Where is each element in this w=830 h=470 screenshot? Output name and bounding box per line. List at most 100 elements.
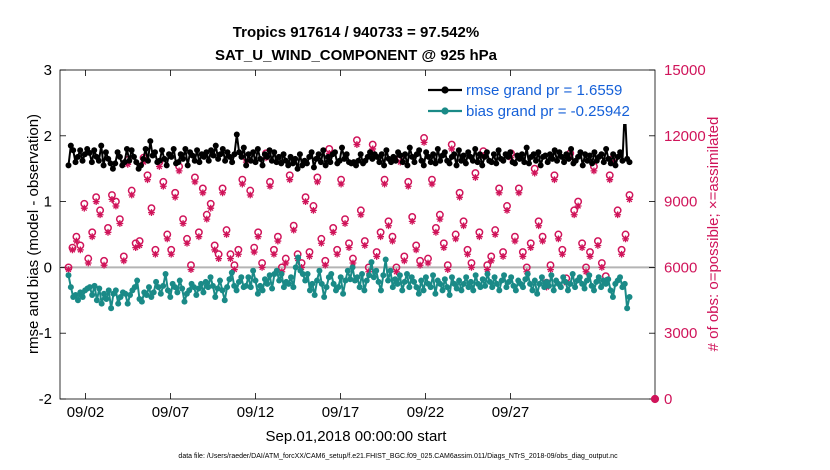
rmse-point (266, 147, 273, 154)
rmse-point (243, 162, 250, 169)
rmse-point (411, 159, 418, 166)
y-tick-label-right: 9000 (664, 194, 697, 211)
obs-assimilated-point (148, 209, 155, 216)
rmse-point (399, 159, 406, 166)
rmse-point (525, 160, 532, 167)
rmse-point (219, 145, 226, 152)
rmse-point (313, 155, 320, 162)
bias-point (344, 267, 351, 274)
rmse-point (280, 151, 287, 158)
obs-assimilated-point (171, 193, 179, 201)
bias-point (74, 297, 81, 304)
rmse-point (161, 155, 168, 162)
rmse-point (561, 159, 568, 166)
obs-assimilated-point (88, 233, 96, 241)
rmse-point (460, 152, 467, 159)
bias-point (67, 284, 74, 291)
obs-assimilated-point (618, 250, 625, 258)
rmse-point (441, 149, 448, 156)
rmse-point (605, 155, 612, 162)
bias-point (226, 276, 233, 283)
obs-assimilated-point (302, 198, 309, 205)
bias-point (548, 272, 555, 279)
bias-point (337, 274, 344, 281)
bias-point (501, 272, 508, 279)
bias-point (432, 290, 439, 297)
bias-point (375, 278, 382, 285)
bias-point (65, 272, 72, 279)
rmse-point (521, 159, 528, 166)
bias-point (131, 284, 138, 291)
bias-point (605, 276, 612, 283)
y-tick-label-left: 3 (44, 62, 52, 79)
bias-point (259, 287, 266, 294)
obs-assimilated-point (234, 250, 242, 258)
rmse-point (507, 149, 514, 156)
y-axis-label-left: rmse and bias (model - observation) (25, 114, 42, 354)
x-tick-label: 09/22 (407, 404, 445, 421)
rmse-point (159, 147, 165, 154)
rmse-point (374, 153, 381, 160)
bias-point (335, 284, 342, 291)
obs-assimilated-point (539, 237, 546, 245)
y-tick-label-right: 6000 (664, 259, 697, 276)
bias-point (172, 284, 179, 291)
bias-point (295, 254, 302, 261)
y-tick-label-right: 3000 (664, 325, 697, 342)
obs-assimilated-point (219, 189, 226, 197)
bias-point (205, 284, 212, 291)
rmse-point (289, 160, 296, 167)
bias-point (155, 284, 162, 291)
rmse-point (121, 159, 128, 166)
bias-point (347, 276, 354, 283)
obs-assimilated-point (389, 237, 396, 245)
rmse-point (500, 157, 507, 164)
obs-assimilated-point (258, 264, 266, 271)
obs-assimilated-point (333, 250, 341, 258)
rmse-point (268, 157, 275, 164)
bias-point (77, 289, 84, 296)
bias-point (91, 282, 98, 289)
bias-point (314, 277, 321, 284)
rmse-point (551, 147, 558, 154)
obs-assimilated-point (444, 266, 452, 273)
obs-assimilated-point (286, 176, 294, 184)
obs-assimilated-point (436, 215, 444, 223)
obs-assimilated-point (626, 196, 633, 203)
obs-assimilated-point (594, 242, 602, 249)
bias-point (572, 284, 579, 291)
bias-point (243, 282, 250, 289)
bias-point (389, 284, 396, 291)
rmse-point (533, 157, 539, 164)
rmse-point (275, 153, 282, 160)
rmse-point (282, 157, 289, 164)
rmse-point (481, 153, 488, 160)
bias-point (529, 287, 536, 294)
obs-assimilated-point (349, 259, 357, 267)
bias-point (122, 290, 129, 297)
bias-point (531, 277, 538, 284)
rmse-point (338, 144, 345, 151)
rmse-point (105, 155, 112, 162)
bias-point (546, 282, 553, 289)
bias-point (460, 280, 467, 287)
rmse-point (490, 151, 497, 158)
rmse-point (315, 151, 322, 158)
obs-assimilated-point (614, 211, 622, 219)
rmse-point (416, 147, 423, 154)
rmse-point (591, 149, 598, 156)
rmse-point (577, 149, 584, 156)
bias-point (160, 282, 167, 289)
rmse-point (294, 165, 301, 172)
bias-point (444, 284, 451, 291)
rmse-point (133, 159, 140, 166)
y-tick-label-left: -1 (39, 325, 52, 342)
obs-assimilated-point (578, 244, 586, 252)
bias-point (167, 294, 174, 301)
bias-point (330, 280, 337, 287)
obs-assimilated-point (499, 253, 507, 260)
obs-assimilated-point (440, 244, 448, 252)
rmse-point (245, 151, 252, 158)
obs-assimilated-point (298, 264, 305, 271)
bias-point (557, 284, 564, 291)
